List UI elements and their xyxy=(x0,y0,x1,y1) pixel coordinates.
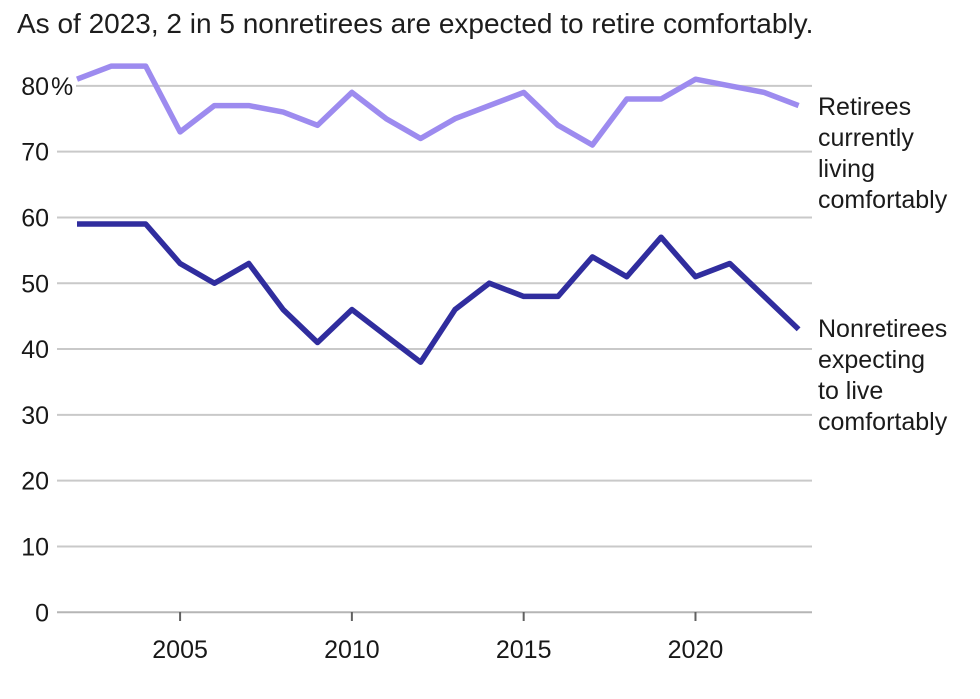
y-axis-label: 40 xyxy=(21,336,49,364)
legend-line: living xyxy=(818,155,875,183)
legend-line: Retirees xyxy=(818,93,912,121)
legend-line: to live xyxy=(818,377,884,405)
legend-line: currently xyxy=(818,124,914,152)
x-axis-label: 2020 xyxy=(668,636,724,664)
y-axis-label: 30 xyxy=(21,402,49,430)
series-line-nonretirees xyxy=(77,221,801,365)
legend-line: comfortably xyxy=(818,408,948,436)
x-axis-label: 2010 xyxy=(324,636,380,664)
legend-line: comfortably xyxy=(818,186,948,214)
chart-title: As of 2023, 2 in 5 nonretirees are expec… xyxy=(17,8,814,39)
y-axis-label: 10 xyxy=(21,533,49,561)
x-axis-label: 2005 xyxy=(152,636,208,664)
y-axis-label: 20 xyxy=(21,468,49,496)
legend-retirees: Retirees currently living comfortably xyxy=(818,92,947,216)
y-axis-percent-sign: % xyxy=(51,73,73,101)
legend-nonretirees: Nonretirees expecting to live comfortably xyxy=(818,314,947,438)
y-axis-label: 60 xyxy=(21,204,49,232)
y-axis-label: 70 xyxy=(21,139,49,167)
legend-line: expecting xyxy=(818,346,926,374)
y-axis-label: 80 xyxy=(21,73,49,101)
y-axis-label: 50 xyxy=(21,270,49,298)
y-axis-label: 0 xyxy=(35,599,49,627)
x-axis-label: 2015 xyxy=(496,636,552,664)
legend-line: Nonretirees xyxy=(818,315,948,343)
series-line-retirees xyxy=(76,63,800,148)
